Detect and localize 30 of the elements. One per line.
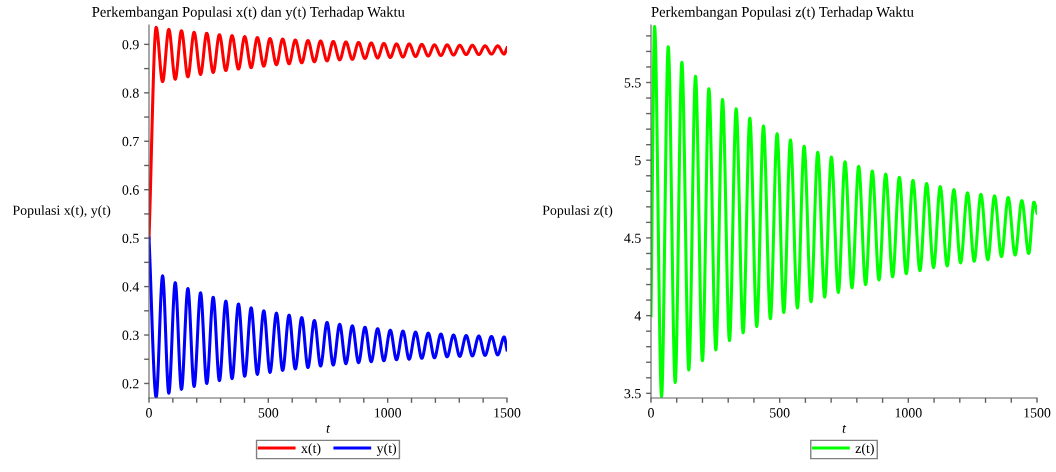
y-tick-label: 4.5: [624, 233, 641, 243]
y-tick-label: 0.8: [122, 88, 139, 98]
x-tick-label: 1500: [494, 408, 521, 418]
x-tick-label: 1500: [1024, 408, 1051, 418]
x-tick-label: 500: [770, 408, 790, 418]
x-tick-label: 1000: [375, 408, 402, 418]
y-tick-label: 0.5: [122, 233, 139, 244]
y-tick-label: 3.5: [624, 388, 641, 399]
y-tick-label: 0.9: [122, 39, 139, 50]
x-tick-label: 0: [146, 408, 152, 418]
chart-title: Perkembangan Populasi x(t) dan y(t) Terhadap Waktu: [92, 6, 405, 20]
y-tick-label: 5.5: [624, 78, 641, 88]
legend-label: z(t): [855, 443, 874, 456]
x-tick-label: 0: [648, 408, 654, 418]
x-axis-title: t: [842, 424, 847, 433]
y-tick-label: 5: [635, 155, 641, 166]
y-tick-label: 0.2: [122, 379, 139, 389]
x-axis-title: t: [326, 424, 331, 433]
y-tick-label: 0.6: [122, 185, 139, 195]
y-axis-title: Populasi x(t), y(t): [12, 205, 111, 218]
y-axis-title: Populasi z(t): [542, 205, 613, 218]
y-tick-label: 0.4: [122, 282, 140, 292]
chart-title: Perkembangan Populasi z(t) Terhadap Waktu: [651, 6, 914, 20]
y-tick-label: 0.3: [122, 330, 139, 341]
legend-label: x(t): [301, 443, 321, 456]
y-tick-label: 0.7: [122, 136, 139, 147]
y-tick-label: 4: [634, 311, 642, 321]
x-tick-label: 1000: [895, 408, 922, 418]
legend-label: y(t): [376, 443, 397, 456]
x-tick-label: 500: [258, 408, 279, 418]
